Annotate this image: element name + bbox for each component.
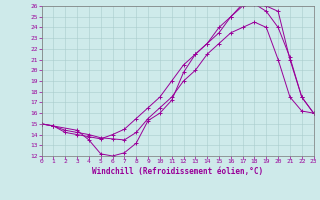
X-axis label: Windchill (Refroidissement éolien,°C): Windchill (Refroidissement éolien,°C) [92,167,263,176]
